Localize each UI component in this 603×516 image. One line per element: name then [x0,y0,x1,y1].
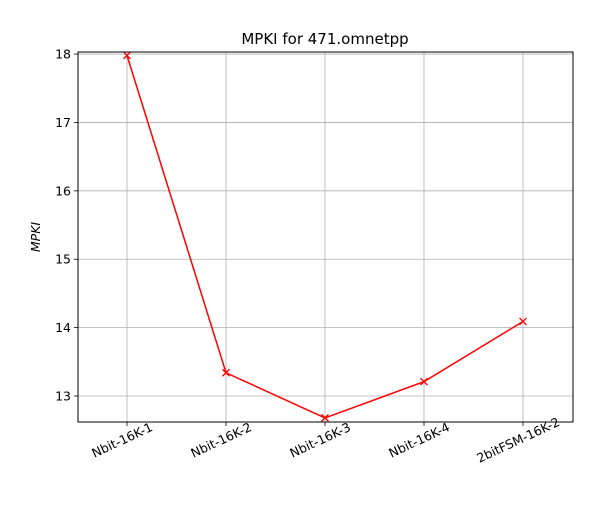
data-point [222,368,230,377]
y-axis-label: MPKI [28,222,43,253]
x-tick-label: Nbit-16K-4 [386,419,452,460]
x-tick-label: Nbit-16K-1 [89,419,155,460]
series-group [123,51,527,422]
data-point [420,377,428,386]
y-tick-label: 13 [55,389,71,404]
chart-title: MPKI for 471.omnetpp [241,30,408,48]
y-tick-label: 18 [55,47,71,62]
data-point [519,317,527,326]
data-point [321,413,329,422]
plot-frame [77,51,574,423]
x-tick-label: Nbit-16K-2 [188,419,254,460]
y-tick-label: 14 [55,320,71,335]
grid-lines [78,52,573,422]
data-point [123,51,131,60]
y-tick-label: 16 [55,183,71,198]
y-tick-label: 15 [55,252,71,267]
y-tick-label: 17 [55,115,71,130]
y-axis: 13 14 15 16 17 18 [55,47,78,404]
x-tick-label: Nbit-16K-3 [287,419,353,460]
